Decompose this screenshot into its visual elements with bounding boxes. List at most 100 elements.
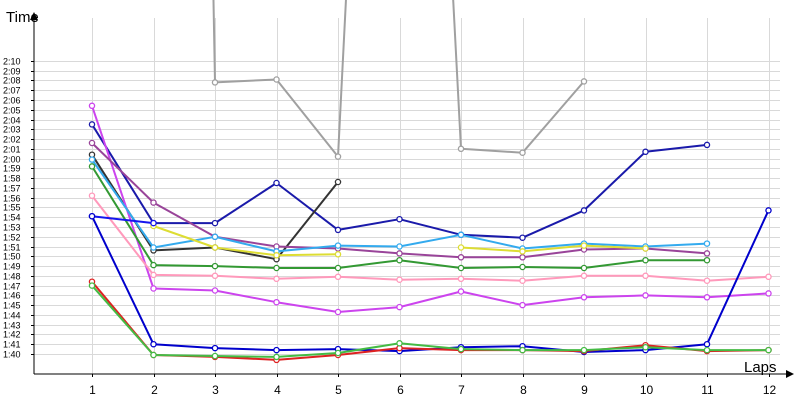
data-point xyxy=(519,346,526,354)
data-point xyxy=(580,264,588,272)
data-point xyxy=(273,76,280,83)
data-point xyxy=(273,252,280,259)
data-point xyxy=(396,250,403,257)
data-point xyxy=(211,233,219,241)
data-point xyxy=(211,79,219,86)
data-point xyxy=(580,242,588,249)
data-point xyxy=(642,292,649,299)
y-tick-label: 1:44 xyxy=(3,311,21,321)
x-tick-label: 9 xyxy=(581,383,588,397)
y-tick-label: 1:51 xyxy=(3,243,21,253)
data-point xyxy=(457,145,465,153)
data-point xyxy=(765,290,772,297)
data-point xyxy=(150,271,157,279)
data-point xyxy=(334,178,342,186)
x-tick-label: 2 xyxy=(151,383,158,397)
y-tick-label: 1:58 xyxy=(3,174,21,184)
y-tick-label: 1:41 xyxy=(3,340,21,350)
series-line xyxy=(460,244,646,253)
data-point xyxy=(703,250,711,257)
data-point xyxy=(88,282,96,289)
data-point xyxy=(457,244,465,251)
y-tick-label: 1:43 xyxy=(3,321,21,331)
data-point xyxy=(519,263,526,271)
data-point xyxy=(334,273,342,281)
series-line xyxy=(91,105,769,313)
data-point xyxy=(457,264,465,272)
series-9 xyxy=(88,192,772,284)
y-tick-label: 1:53 xyxy=(3,223,21,233)
y-tick-label: 1:40 xyxy=(3,350,21,360)
x-tick-label: 11 xyxy=(701,383,714,397)
data-point xyxy=(703,294,711,301)
data-point xyxy=(703,340,711,348)
y-tick-label: 1:52 xyxy=(3,233,21,243)
data-point xyxy=(703,141,711,149)
y-tick-label: 1:55 xyxy=(3,203,21,213)
series-8 xyxy=(88,163,711,272)
data-point xyxy=(211,244,219,251)
data-point xyxy=(88,192,96,199)
data-point xyxy=(457,288,465,295)
series-2 xyxy=(88,121,711,241)
data-point xyxy=(334,251,342,258)
data-point xyxy=(273,179,280,187)
data-point xyxy=(765,346,772,354)
data-point xyxy=(642,245,649,252)
data-point xyxy=(88,121,96,128)
data-point xyxy=(334,226,342,234)
y-tick-label: 2:09 xyxy=(3,67,21,77)
data-point xyxy=(580,272,588,280)
data-point xyxy=(457,275,465,283)
data-point xyxy=(519,254,526,261)
x-tick-label: 4 xyxy=(274,383,281,397)
series-line xyxy=(452,0,585,154)
y-tick-label: 2:02 xyxy=(3,135,21,145)
data-point xyxy=(334,349,342,357)
y-tick-label: 2:10 xyxy=(3,57,21,67)
data-point xyxy=(580,78,588,85)
data-point xyxy=(457,231,465,239)
x-tick-label: 1 xyxy=(89,383,96,397)
series-line xyxy=(153,225,339,257)
y-axis-title: Time xyxy=(6,9,39,26)
data-point xyxy=(519,149,526,156)
data-point xyxy=(150,340,157,348)
data-point xyxy=(396,340,403,347)
data-point xyxy=(88,156,96,163)
x-tick-labels: 1 2 3 4 5 6 7 8 9 10 11 12 xyxy=(89,374,776,397)
data-point xyxy=(211,287,219,294)
data-point xyxy=(211,344,219,352)
data-point xyxy=(334,308,342,316)
y-tick-label: 2:08 xyxy=(3,76,21,86)
series-line xyxy=(212,0,347,158)
data-point xyxy=(580,207,588,214)
data-point xyxy=(519,248,526,255)
y-tick-label: 1:56 xyxy=(3,194,21,204)
y-tick-label: 2:04 xyxy=(3,116,21,126)
data-point xyxy=(580,346,588,354)
data-point xyxy=(396,256,403,264)
data-point xyxy=(273,298,280,306)
y-tick-label: 2:01 xyxy=(3,145,21,155)
series-12 xyxy=(88,278,772,364)
data-point xyxy=(765,273,772,281)
data-point xyxy=(273,264,280,272)
data-point xyxy=(642,256,649,264)
data-point xyxy=(396,303,403,311)
y-tick-label: 1:54 xyxy=(3,213,21,223)
y-tick-label: 2:06 xyxy=(3,96,21,106)
data-point xyxy=(273,346,280,354)
data-point xyxy=(334,242,342,249)
y-tick-label: 1:42 xyxy=(3,330,21,340)
y-tick-label: 2:00 xyxy=(3,155,21,165)
data-point xyxy=(211,219,219,227)
y-tick-label: 2:05 xyxy=(3,106,21,116)
data-point xyxy=(88,139,96,147)
y-tick-label: 1:57 xyxy=(3,184,21,194)
data-point xyxy=(642,343,649,351)
data-point xyxy=(396,243,403,250)
data-point xyxy=(396,276,403,283)
series-line xyxy=(91,209,770,353)
data-point xyxy=(519,234,526,241)
